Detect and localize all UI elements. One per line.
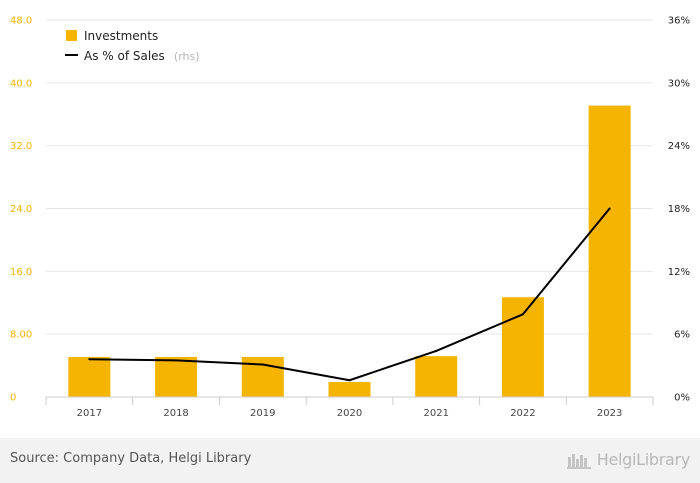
point-sales-pct [521,313,524,316]
point-sales-pct [435,349,438,352]
legend: Investments As % of Sales (rhs) [65,29,200,64]
x-tick-label: 2021 [423,408,448,419]
x-tick-label: 2018 [163,408,188,419]
chart-svg: 0 0% 8.00 6% 16.0 12% 24.0 18% 32.0 24% 40.0 30% 48.… [10,16,690,420]
y-tick-right-label: 30% [668,78,690,89]
library-icon [566,454,591,469]
y-tick-right-label: 0% [674,393,690,404]
bar-investments [501,297,544,397]
brand-logo: HelgiLibrary [566,449,691,469]
x-tick-label: 2019 [250,408,275,419]
point-sales-pct [88,358,91,361]
y-tick-left-label: 16.0 [10,267,32,278]
legend-label-investments: Investments [84,29,158,43]
grid-layer [46,19,653,335]
bar-investments [155,356,198,397]
y-tick-left-label: 8.00 [10,330,32,341]
bar-investments [328,382,371,397]
y-tick-left-label: 40.0 [10,78,32,89]
legend-swatch-investments [66,30,77,41]
y-tick-left-label: 32.0 [10,141,32,152]
x-tick-label: 2020 [337,408,362,419]
point-sales-pct [608,207,611,210]
y-tick-right-label: 12% [668,267,690,278]
line-layer [88,207,611,382]
bar-investments [68,356,111,397]
point-sales-pct [348,379,351,382]
y-tick-right-label: 24% [668,141,690,152]
y-tick-left-label: 24.0 [10,204,32,215]
y-tick-right-label: 18% [668,204,690,215]
legend-label-sales-pct-group: As % of Sales (rhs) [84,45,200,64]
bars-layer [68,105,631,398]
footer: Source: Company Data, Helgi Library Helg… [0,438,700,483]
legend-label-sales-pct: As % of Sales [84,49,165,63]
x-tick-label: 2023 [597,408,622,419]
axis-layer: 0 0% 8.00 6% 16.0 12% 24.0 18% 32.0 24% 40.0 30% 48.… [10,16,690,420]
legend-note-rhs: (rhs) [174,50,200,63]
brand-name: HelgiLibrary [596,449,691,469]
source-text: Source: Company Data, Helgi Library [10,451,252,466]
point-sales-pct [261,363,264,366]
bar-investments [588,105,631,398]
x-tick-label: 2022 [510,408,535,419]
point-sales-pct [175,359,178,362]
bar-investments [415,356,458,397]
y-tick-left-label: 48.0 [10,16,32,27]
x-tick-label: 2017 [77,408,102,419]
y-tick-right-label: 6% [674,330,690,341]
y-tick-left-label: 0 [10,393,16,404]
y-tick-right-label: 36% [668,16,690,27]
